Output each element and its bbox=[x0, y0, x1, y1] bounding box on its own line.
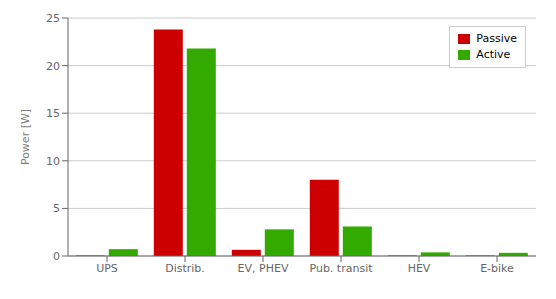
svg-text:15: 15 bbox=[46, 107, 60, 120]
html-text:Active: Active bbox=[476, 48, 511, 61]
svg-text:25: 25 bbox=[46, 12, 60, 25]
svg-text:UPS: UPS bbox=[96, 262, 118, 275]
svg-text:E-bike: E-bike bbox=[480, 262, 514, 275]
svg-text:Power [W]: Power [W] bbox=[19, 109, 32, 165]
svg-text:20: 20 bbox=[46, 60, 60, 73]
svg-text:5: 5 bbox=[53, 202, 60, 215]
svg-text:Pub. transit: Pub. transit bbox=[309, 262, 373, 275]
html-text:Passive: Passive bbox=[476, 32, 517, 45]
svg-text:0: 0 bbox=[53, 250, 60, 263]
svg-text:HEV: HEV bbox=[408, 262, 431, 275]
svg-text:EV, PHEV: EV, PHEV bbox=[238, 262, 289, 275]
svg-text:10: 10 bbox=[46, 155, 60, 168]
svg-text:Distrib.: Distrib. bbox=[165, 262, 205, 275]
